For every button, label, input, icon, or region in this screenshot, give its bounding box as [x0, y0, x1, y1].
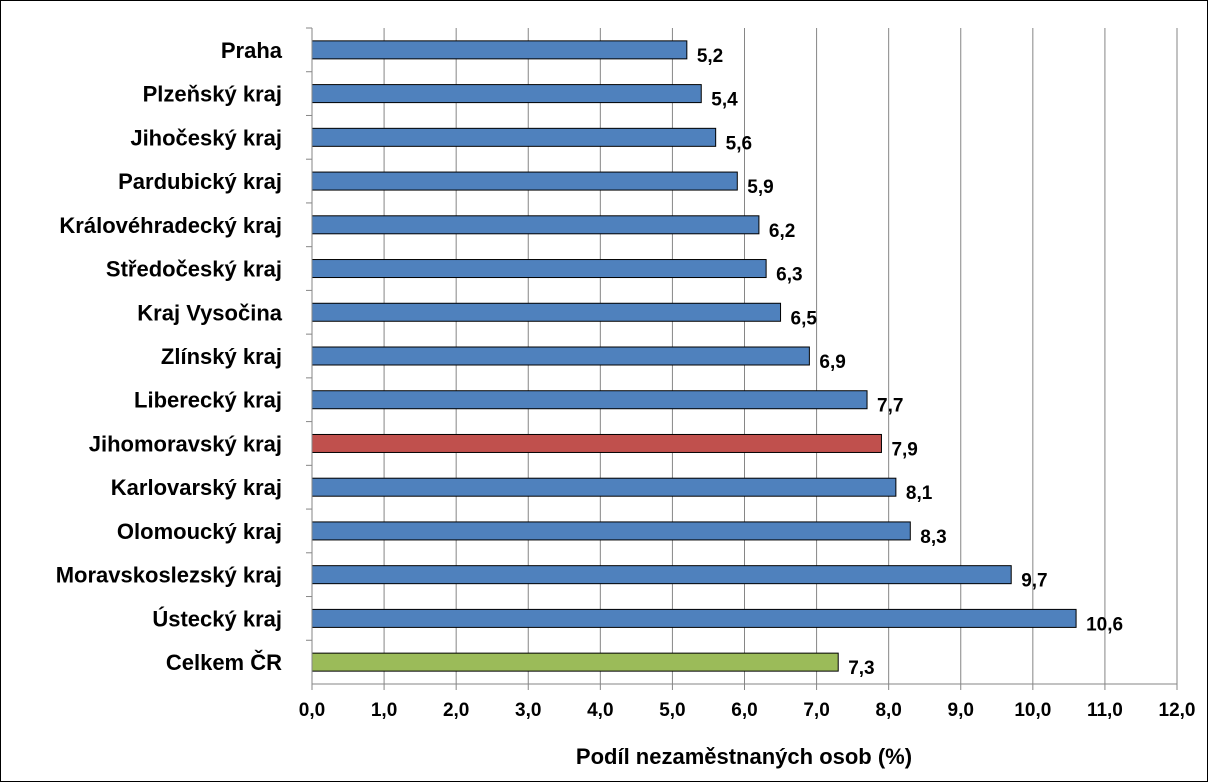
- bar: [311, 477, 897, 497]
- value-label: 6,9: [819, 352, 845, 373]
- value-label: 5,9: [747, 177, 773, 198]
- x-tick-label: 4,0: [587, 700, 613, 721]
- value-label: 5,6: [726, 133, 752, 154]
- value-label: 7,7: [877, 396, 903, 417]
- bar: [311, 521, 911, 541]
- x-tick-label: 0,0: [299, 700, 325, 721]
- category-label: Olomoucký kraj: [117, 519, 282, 544]
- value-label: 8,1: [906, 483, 933, 504]
- bar: [311, 171, 738, 191]
- category-label: Celkem ČR: [166, 650, 282, 675]
- bar: [311, 608, 1077, 628]
- bar: [311, 215, 760, 235]
- x-tick-label: 12,0: [1159, 700, 1196, 721]
- value-label: 8,3: [920, 527, 946, 548]
- category-label: Královéhradecký kraj: [59, 213, 282, 238]
- bar: [311, 259, 767, 279]
- x-tick-label: 2,0: [443, 700, 469, 721]
- bar: [311, 40, 688, 60]
- category-label: Pardubický kraj: [118, 169, 282, 194]
- value-label: 7,3: [848, 658, 874, 679]
- axes: [306, 27, 1178, 690]
- value-label: 7,9: [891, 439, 917, 460]
- bar: [311, 302, 782, 322]
- category-label: Praha: [221, 38, 283, 63]
- x-tick-label: 1,0: [371, 700, 397, 721]
- category-label: Kraj Vysočina: [137, 300, 282, 325]
- value-label: 10,6: [1086, 614, 1123, 635]
- value-label: 6,3: [776, 265, 802, 286]
- category-label: Ústecký kraj: [152, 606, 282, 631]
- bar: [311, 652, 839, 672]
- x-tick-label: 7,0: [803, 700, 829, 721]
- category-label: Jihočeský kraj: [130, 125, 282, 150]
- x-tick-label: 11,0: [1087, 700, 1123, 721]
- bar: [311, 433, 882, 453]
- category-label: Liberecký kraj: [134, 388, 282, 413]
- bar: [311, 565, 1012, 585]
- x-tick-label: 9,0: [948, 700, 974, 721]
- category-label: Moravskoslezský kraj: [56, 563, 282, 588]
- x-tick-label: 5,0: [659, 700, 685, 721]
- value-label: 5,4: [711, 90, 738, 111]
- x-tick-label: 3,0: [515, 700, 541, 721]
- category-label: Zlínský kraj: [161, 344, 282, 369]
- x-tick-label: 6,0: [731, 700, 757, 721]
- bar: [311, 346, 810, 366]
- bar: [311, 84, 702, 104]
- value-label: 5,2: [697, 46, 723, 67]
- category-label: Karlovarský kraj: [111, 475, 282, 500]
- x-tick-label: 10,0: [1014, 700, 1051, 721]
- labels: 0,0 1,0 2,0 3,0 4,0 5,0 6,0 7,0 8,0 9,0 10,0 11,0 12…: [56, 38, 1196, 721]
- value-label: 6,5: [791, 308, 818, 329]
- x-axis-title: Podíl nezaměstnaných osob (%): [576, 744, 912, 769]
- bar: [311, 390, 868, 410]
- value-label: 6,2: [769, 221, 795, 242]
- category-label: Středočeský kraj: [106, 257, 282, 282]
- bar: [311, 127, 717, 147]
- bars: [311, 40, 1077, 672]
- category-label: Jihomoravský kraj: [89, 431, 282, 456]
- x-tick-label: 8,0: [875, 700, 901, 721]
- value-label: 9,7: [1021, 571, 1047, 592]
- category-label: Plzeňský kraj: [143, 82, 282, 107]
